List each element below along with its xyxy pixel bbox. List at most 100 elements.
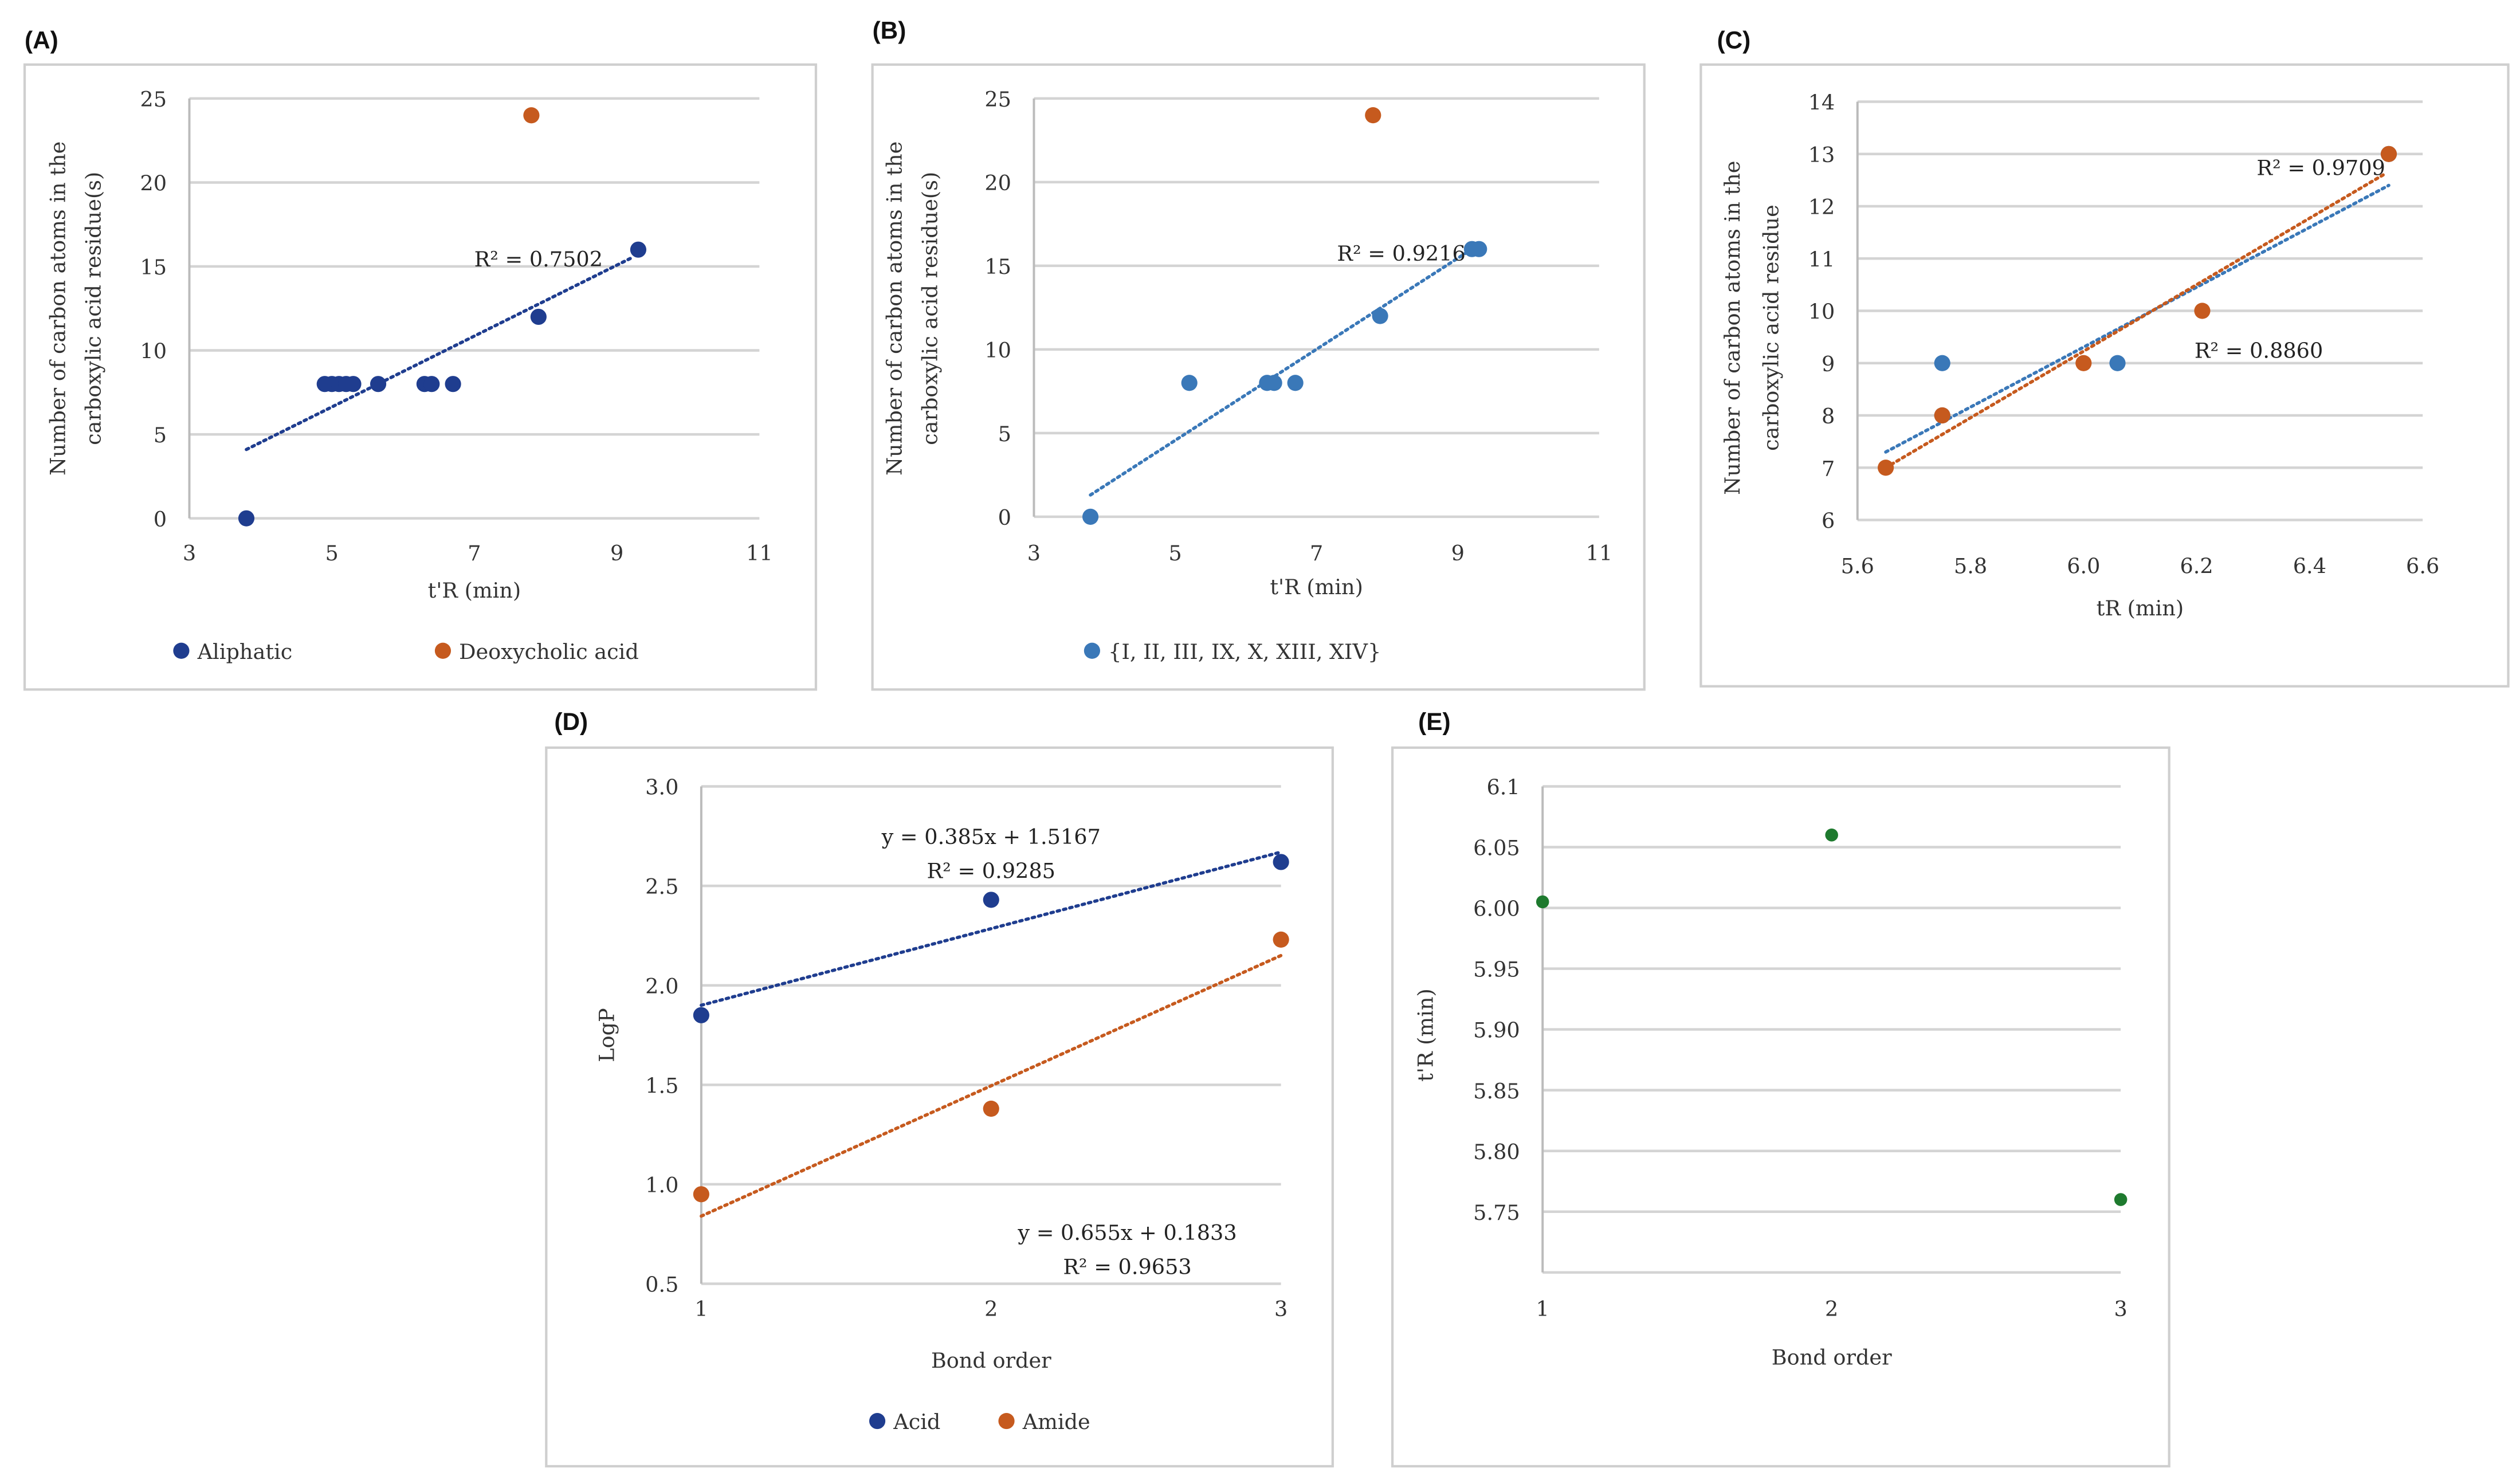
x-tick-label: 9 bbox=[610, 541, 623, 566]
chart-panel-e: (E) 5.75 5.80 5.85 5.90 5.95 6.00 6.05 6.1 1 2 3 Bon… bbox=[1391, 708, 2170, 1468]
y-tick-label: 10 bbox=[1808, 300, 1835, 324]
trendline-label: R² = 0.9216 bbox=[1337, 241, 1465, 266]
x-tick-label: 5.8 bbox=[1954, 553, 1987, 578]
y-tick-label: 6.00 bbox=[1473, 897, 1520, 921]
trendline-label: R² = 0.9709 bbox=[2256, 155, 2385, 180]
panel-label: (E) bbox=[1418, 708, 1450, 735]
y-axis-title: t'R (min) bbox=[1414, 988, 1438, 1082]
y-axis-title: Number of carbon atoms in the bbox=[1720, 161, 1745, 495]
y-tick-label: 5.95 bbox=[1473, 957, 1520, 982]
panel-frame bbox=[1699, 63, 2510, 688]
y-tick-label: 20 bbox=[984, 171, 1011, 195]
y-tick-label: 7 bbox=[1822, 456, 1835, 481]
x-tick-label: 1 bbox=[1536, 1297, 1549, 1321]
y-tick-label: 0 bbox=[998, 505, 1011, 530]
x-tick-label: 7 bbox=[468, 541, 481, 566]
data-point bbox=[1877, 460, 1894, 476]
legend-marker bbox=[173, 642, 190, 659]
y-tick-label: 2.0 bbox=[645, 974, 678, 999]
data-point bbox=[983, 892, 999, 908]
data-point bbox=[2380, 146, 2397, 162]
x-axis-title: Bond order bbox=[931, 1348, 1051, 1373]
y-tick-label: 6 bbox=[1822, 509, 1835, 533]
data-point bbox=[2194, 303, 2211, 319]
y-axis-title: LogP bbox=[595, 1008, 619, 1062]
y-tick-label: 13 bbox=[1808, 143, 1835, 167]
data-point bbox=[1471, 241, 1487, 257]
data-point bbox=[1934, 407, 1950, 424]
y-axis-title: carboxylic acid residue(s) bbox=[81, 172, 105, 445]
x-tick-label: 11 bbox=[1586, 541, 1613, 566]
legend-marker bbox=[1084, 642, 1100, 659]
y-tick-label: 1.5 bbox=[645, 1073, 678, 1098]
y-axis-title: Number of carbon atoms in the bbox=[45, 142, 70, 476]
y-tick-label: 1.0 bbox=[645, 1173, 678, 1198]
x-axis-title: t'R (min) bbox=[428, 578, 521, 603]
y-tick-label: 6.05 bbox=[1473, 836, 1520, 861]
y-tick-label: 25 bbox=[140, 87, 167, 112]
x-tick-label: 7 bbox=[1310, 541, 1323, 566]
trendline-label: R² = 0.8860 bbox=[2195, 339, 2323, 363]
legend-label: {I, II, III, IX, X, XIII, XIV} bbox=[1108, 639, 1381, 664]
trendline-label: R² = 0.7502 bbox=[474, 247, 603, 272]
data-point bbox=[1934, 355, 1950, 371]
x-tick-label: 6.0 bbox=[2067, 553, 2100, 578]
x-tick-label: 6.2 bbox=[2180, 553, 2213, 578]
trendline bbox=[1089, 247, 1474, 497]
x-tick-label: 5 bbox=[325, 541, 339, 566]
x-tick-label: 11 bbox=[746, 541, 773, 566]
data-point bbox=[238, 510, 255, 527]
y-tick-label: 15 bbox=[140, 255, 167, 280]
panel-label: (C) bbox=[1717, 27, 1751, 54]
x-tick-label: 6.6 bbox=[2406, 553, 2439, 578]
legend-label: Acid bbox=[893, 1410, 940, 1434]
chart-panel-b: (B) 0 5 10 15 20 25 3 5 7 9 11 t'R (min) Number of ca… bbox=[871, 17, 1646, 691]
trendline-label: y = 0.385x + 1.5167 bbox=[881, 825, 1101, 849]
data-point bbox=[2114, 1193, 2128, 1206]
y-tick-label: 5 bbox=[998, 422, 1011, 446]
y-tick-label: 6.1 bbox=[1486, 775, 1520, 800]
x-tick-label: 3 bbox=[2114, 1297, 2127, 1321]
y-tick-label: 20 bbox=[140, 171, 167, 196]
data-point bbox=[1266, 375, 1282, 391]
panel-frame bbox=[545, 746, 1334, 1468]
r-squared-label: R² = 0.9285 bbox=[927, 858, 1055, 883]
legend-label: Amide bbox=[1022, 1410, 1090, 1434]
x-tick-label: 9 bbox=[1451, 541, 1465, 566]
y-tick-label: 10 bbox=[140, 339, 167, 364]
y-axis-title: carboxylic acid residue bbox=[1759, 205, 1784, 451]
data-point bbox=[1273, 931, 1289, 948]
r-squared-label: R² = 0.9653 bbox=[1063, 1254, 1191, 1279]
data-point bbox=[523, 107, 540, 124]
data-point bbox=[630, 241, 647, 258]
panel-label: (B) bbox=[873, 17, 906, 44]
x-axis-title: t'R (min) bbox=[1270, 575, 1363, 599]
y-tick-label: 5.90 bbox=[1473, 1018, 1520, 1043]
x-axis-title: Bond order bbox=[1772, 1345, 1892, 1369]
data-point bbox=[693, 1007, 709, 1023]
y-tick-label: 8 bbox=[1822, 404, 1835, 429]
y-tick-label: 2.5 bbox=[645, 874, 678, 899]
panel-label: (A) bbox=[25, 27, 58, 54]
panel-frame bbox=[23, 63, 818, 691]
data-point bbox=[345, 376, 362, 392]
data-point bbox=[1536, 895, 1549, 909]
y-tick-label: 5.75 bbox=[1473, 1200, 1520, 1225]
data-point bbox=[1287, 375, 1304, 391]
chart-panel-a: (A) 0 5 10 15 20 25 3 5 7 9 11 t'R (min) Number of ca… bbox=[23, 27, 818, 691]
y-tick-label: 0.5 bbox=[645, 1273, 678, 1297]
x-tick-label: 3 bbox=[1274, 1297, 1288, 1321]
data-point bbox=[370, 376, 387, 392]
y-tick-label: 3.0 bbox=[645, 775, 678, 800]
trendline bbox=[1884, 173, 2385, 470]
x-tick-label: 5 bbox=[1168, 541, 1182, 566]
trendline bbox=[700, 850, 1283, 1007]
legend-marker bbox=[998, 1412, 1015, 1430]
legend-marker bbox=[434, 642, 452, 659]
panel-frame bbox=[1391, 746, 2170, 1468]
data-point bbox=[2109, 355, 2126, 371]
x-tick-label: 3 bbox=[1027, 541, 1041, 566]
trendline-label: y = 0.655x + 0.1833 bbox=[1017, 1220, 1237, 1245]
y-tick-label: 5.80 bbox=[1473, 1140, 1520, 1164]
